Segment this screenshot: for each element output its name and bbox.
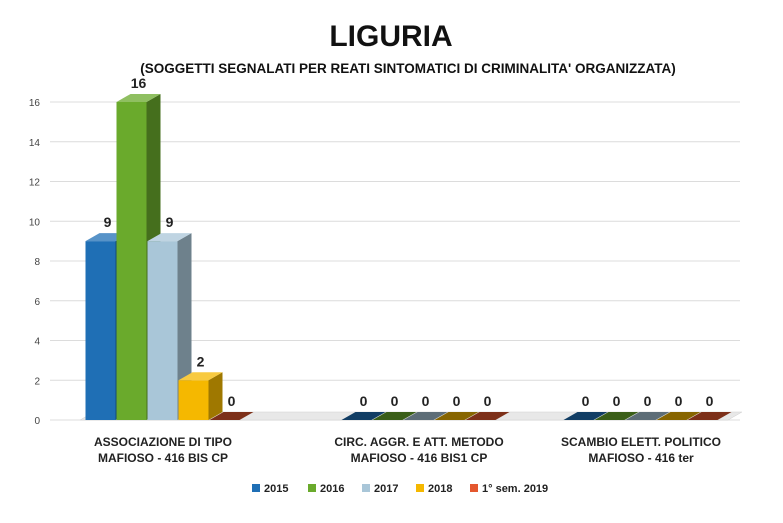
data-label: 9	[104, 214, 112, 230]
data-label: 0	[422, 393, 430, 409]
data-label: 2	[197, 353, 205, 369]
data-label: 0	[453, 393, 461, 409]
bar-zero	[563, 412, 608, 420]
legend-label: 1° sem. 2019	[482, 483, 548, 495]
bar-zero	[465, 412, 510, 420]
bar-side	[177, 233, 192, 420]
y-tick-label: 8	[34, 257, 40, 268]
data-label: 0	[644, 393, 652, 409]
bar-zero	[434, 412, 479, 420]
y-tick-label: 14	[29, 138, 41, 149]
data-label: 0	[391, 393, 399, 409]
legend-swatch	[252, 484, 260, 492]
bar-front	[178, 380, 209, 420]
data-label: 0	[582, 393, 590, 409]
y-tick-label: 12	[29, 178, 41, 189]
bar-front	[147, 241, 178, 420]
y-tick-label: 2	[34, 376, 40, 387]
bar-side	[208, 372, 223, 420]
bar-top	[147, 233, 192, 242]
bar-zero	[625, 412, 670, 420]
data-label: 0	[228, 393, 236, 409]
data-label: 0	[360, 393, 368, 409]
legend-swatch	[362, 484, 370, 492]
legend-label: 2018	[428, 483, 452, 495]
legend-label: 2017	[374, 483, 398, 495]
y-tick-label: 10	[29, 217, 41, 228]
bar-zero	[341, 412, 386, 420]
bar-top	[178, 372, 223, 381]
bar-zero	[656, 412, 701, 420]
data-label: 0	[613, 393, 621, 409]
x-category-label: MAFIOSO - 416 ter	[588, 451, 694, 465]
y-tick-label: 6	[34, 297, 40, 308]
legend-label: 2015	[264, 483, 288, 495]
bar-zero	[209, 412, 254, 420]
data-label: 0	[706, 393, 714, 409]
data-label: 16	[131, 75, 147, 91]
y-tick-label: 16	[29, 98, 41, 109]
y-tick-label: 0	[34, 416, 40, 427]
x-category-label: CIRC. AGGR. E ATT. METODO	[334, 435, 503, 449]
bar-zero	[372, 412, 417, 420]
legend-swatch	[416, 484, 424, 492]
y-tick-label: 4	[34, 337, 40, 348]
bar-zero	[687, 412, 732, 420]
bar-front	[85, 241, 116, 420]
legend-swatch	[470, 484, 478, 492]
x-category-label: SCAMBIO ELETT. POLITICO	[561, 435, 721, 449]
legend-label: 2016	[320, 483, 344, 495]
x-category-label: MAFIOSO - 416 BIS CP	[98, 451, 228, 465]
bar-zero	[594, 412, 639, 420]
data-label: 9	[166, 214, 174, 230]
bar-top	[116, 94, 161, 102]
bar-front	[116, 102, 147, 420]
x-category-label: MAFIOSO - 416 BIS1 CP	[351, 451, 488, 465]
data-label: 0	[675, 393, 683, 409]
chart-title: LIGURIA	[329, 20, 452, 53]
x-category-label: ASSOCIAZIONE DI TIPO	[94, 435, 232, 449]
legend-swatch	[308, 484, 316, 492]
data-label: 0	[484, 393, 492, 409]
chart-subtitle: (SOGGETTI SEGNALATI PER REATI SINTOMATIC…	[140, 61, 675, 76]
bar-zero	[403, 412, 448, 420]
